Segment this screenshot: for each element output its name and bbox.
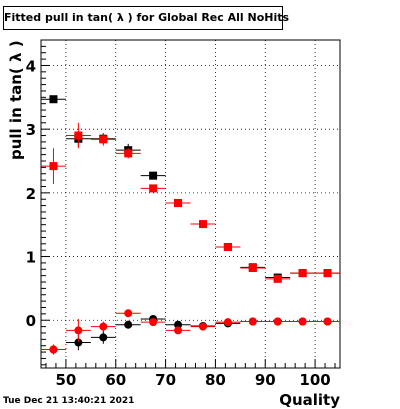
data-point-square	[174, 199, 183, 208]
data-point-circle	[74, 326, 83, 335]
data-point-circle	[273, 317, 282, 326]
data-point-square	[149, 171, 158, 180]
data-point-square	[99, 135, 108, 144]
data-point-square	[248, 264, 257, 273]
plot-frame	[40, 39, 341, 369]
x-tick-label: 70	[155, 371, 176, 389]
data-point-circle	[174, 326, 183, 335]
data-point-square	[49, 162, 58, 171]
data-point-square	[323, 269, 332, 278]
data-point-circle	[223, 318, 232, 327]
data-point-square	[223, 242, 232, 251]
data-point-circle	[298, 317, 307, 326]
axes: 50 60 70 80 90 100 0 1 2 3 4	[26, 39, 336, 389]
y-tick-label: 0	[26, 312, 36, 330]
grid	[41, 40, 340, 368]
data-point-circle	[248, 317, 257, 326]
x-tick-label: 60	[105, 371, 126, 389]
data-point-square	[198, 220, 207, 229]
y-tick-label: 2	[26, 185, 36, 203]
data-point-circle	[174, 320, 183, 329]
timestamp: Tue Dec 21 13:40:21 2021	[3, 396, 135, 406]
data-point-square	[49, 95, 58, 104]
data-point-circle	[124, 320, 133, 329]
y-tick-label: 1	[26, 249, 36, 267]
data-point-circle	[198, 322, 207, 331]
data-point-circle	[74, 338, 83, 347]
x-axis-label: Quality	[279, 391, 340, 409]
data-point-circle	[49, 345, 58, 354]
data-point-circle	[99, 322, 108, 331]
data-point-circle	[323, 317, 332, 326]
data-point-square	[124, 149, 133, 158]
x-tick-label: 90	[255, 371, 276, 389]
y-tick-label: 4	[26, 57, 36, 75]
data-point-circle	[124, 309, 133, 318]
x-tick-label: 50	[55, 371, 76, 389]
data-point-square	[298, 269, 307, 278]
data-marks	[41, 95, 340, 355]
x-tick-label: 100	[299, 371, 330, 389]
data-point-circle	[99, 333, 108, 342]
data-point-square	[74, 131, 83, 140]
chart-title: Fitted pull in tan( λ ) for Global Rec A…	[3, 6, 289, 30]
data-point-circle	[149, 318, 158, 327]
data-point-square	[273, 274, 282, 283]
y-tick-label: 3	[26, 121, 36, 139]
data-point-square	[149, 184, 158, 193]
y-axis-label: pull in tan( λ )	[7, 40, 25, 160]
x-tick-label: 80	[205, 371, 226, 389]
